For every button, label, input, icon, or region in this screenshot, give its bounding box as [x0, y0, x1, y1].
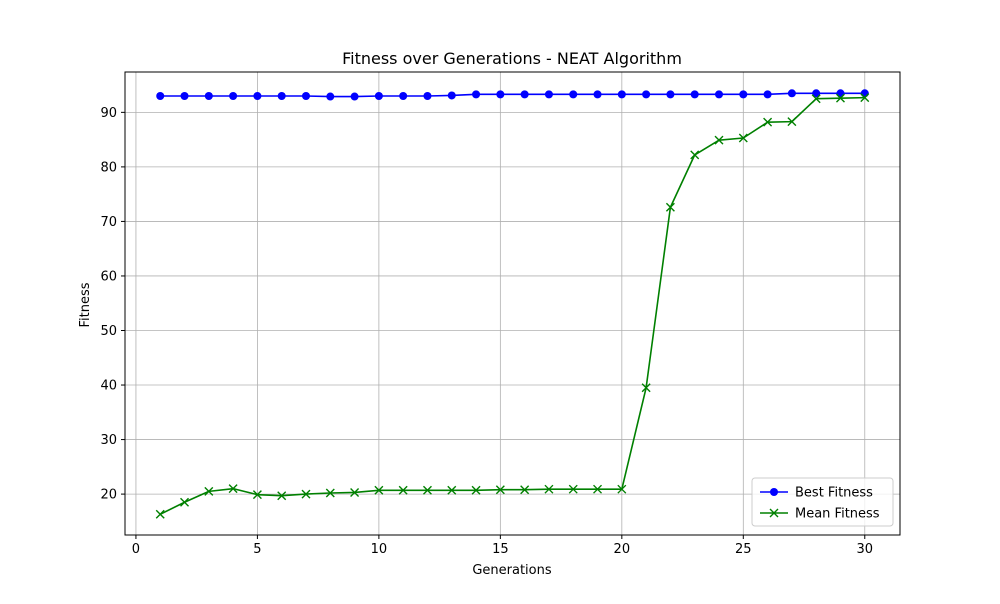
y-axis-label: Fitness — [78, 282, 93, 327]
x-tick-label: 20 — [614, 542, 631, 557]
y-tick-label: 90 — [100, 106, 117, 121]
x-tick-label: 25 — [735, 542, 752, 557]
mean-fitness-point — [422, 485, 432, 495]
best-fitness-point — [374, 91, 383, 100]
y-tick-label: 80 — [100, 160, 117, 175]
mean-fitness-point — [544, 484, 554, 494]
x-axis-label: Generations — [472, 563, 552, 578]
best-fitness-point — [204, 91, 213, 100]
mean-fitness-point — [301, 489, 311, 499]
best-fitness-point — [472, 90, 481, 99]
best-fitness-point — [812, 89, 821, 98]
series-layer — [155, 89, 870, 519]
best-fitness-point — [326, 92, 335, 101]
best-fitness-point — [787, 89, 796, 98]
best-fitness-point — [520, 90, 529, 99]
best-fitness-point — [739, 90, 748, 99]
mean-fitness-point — [277, 491, 287, 501]
best-fitness-point — [593, 90, 602, 99]
legend-label-mean-fitness: Mean Fitness — [795, 507, 880, 522]
mean-fitness-point — [811, 94, 821, 104]
legend: Best Fitness Mean Fitness — [751, 477, 894, 527]
mean-fitness-point — [860, 93, 870, 103]
mean-fitness-point — [252, 490, 262, 500]
mean-fitness-point — [787, 117, 797, 127]
best-fitness-point — [180, 91, 189, 100]
mean-fitness-point — [471, 485, 481, 495]
best-fitness-point — [350, 92, 359, 101]
best-fitness-point — [763, 90, 772, 99]
legend-box — [751, 477, 894, 527]
legend-label-best-fitness: Best Fitness — [795, 486, 873, 501]
mean-fitness-point — [738, 133, 748, 143]
x-tick-label: 10 — [371, 542, 388, 557]
mean-fitness-point — [568, 484, 578, 494]
mean-fitness-point — [835, 93, 845, 103]
best-fitness-point — [253, 91, 262, 100]
best-fitness-point — [423, 91, 432, 100]
best-fitness-point — [617, 90, 626, 99]
best-fitness-point — [447, 91, 456, 100]
best-fitness-point — [715, 90, 724, 99]
x-tick-label: 30 — [856, 542, 873, 557]
mean-fitness-point — [714, 135, 724, 145]
best-fitness-point — [544, 90, 553, 99]
mean-fitness-point — [495, 485, 505, 495]
mean-fitness-point — [374, 485, 384, 495]
mean-fitness-point — [325, 488, 335, 498]
y-tick-label: 50 — [100, 324, 117, 339]
legend-marker-mean-fitness — [769, 508, 779, 518]
mean-fitness-point — [593, 484, 603, 494]
best-fitness-line — [160, 92, 865, 98]
y-tick-label: 70 — [100, 215, 117, 230]
x-tick-label: 5 — [253, 542, 261, 557]
mean-fitness-point — [690, 150, 700, 160]
best-fitness-point — [642, 90, 651, 99]
best-fitness-point — [277, 91, 286, 100]
mean-fitness-point — [350, 487, 360, 497]
mean-fitness-point — [617, 484, 627, 494]
ticks: 0 5 10 15 20 25 30 20 30 40 50 60 70 80 90 — [100, 106, 873, 557]
plot-frame — [124, 71, 901, 536]
mean-fitness-point — [447, 485, 457, 495]
best-fitness-point — [496, 90, 505, 99]
y-tick-label: 60 — [100, 269, 117, 284]
y-tick-label: 40 — [100, 379, 117, 394]
mean-fitness-point — [398, 485, 408, 495]
y-tick-label: 20 — [100, 488, 117, 503]
mean-fitness-point — [155, 509, 165, 519]
mean-fitness-point — [641, 383, 651, 393]
mean-fitness-point — [520, 485, 530, 495]
mean-fitness-point — [665, 202, 675, 212]
best-fitness-point — [229, 91, 238, 100]
mean-fitness-point — [180, 497, 190, 507]
best-fitness-point — [860, 89, 869, 98]
best-fitness-point — [569, 90, 578, 99]
y-tick-label: 30 — [100, 433, 117, 448]
best-fitness-point — [690, 90, 699, 99]
mean-fitness-point — [228, 484, 238, 494]
legend-marker-best-fitness — [770, 488, 778, 496]
mean-fitness-point — [204, 486, 214, 496]
best-fitness-point — [156, 91, 165, 100]
x-tick-label: 0 — [132, 542, 140, 557]
mean-fitness-line — [159, 96, 865, 515]
best-fitness-point — [301, 91, 310, 100]
x-tick-label: 15 — [492, 542, 509, 557]
chart-title: Fitness over Generations - NEAT Algorith… — [342, 49, 682, 68]
best-fitness-point — [399, 91, 408, 100]
best-fitness-point — [666, 90, 675, 99]
mean-fitness-point — [763, 117, 773, 127]
